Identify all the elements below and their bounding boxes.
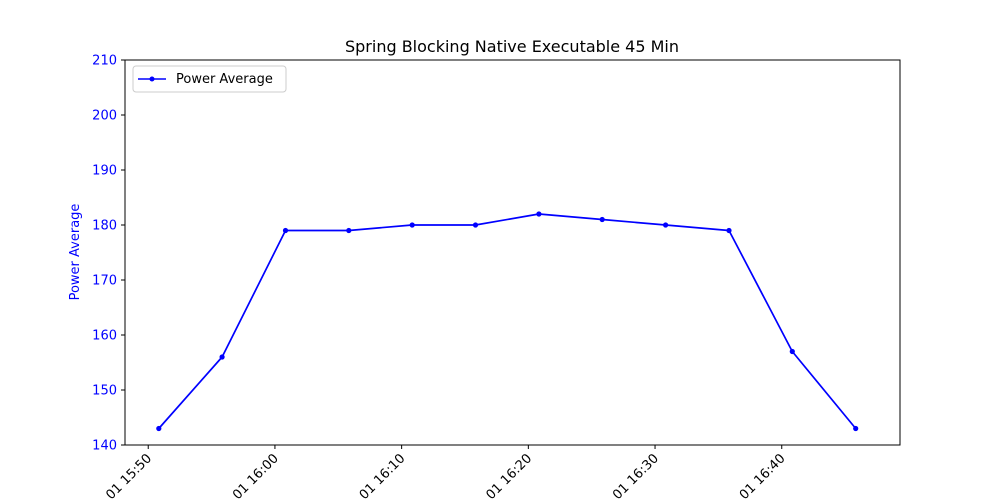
data-point [599,216,605,223]
y-tick-label: 160 [92,329,117,344]
data-point [472,222,479,228]
y-axis: 140 150 160 170 180 190 200 210 [92,54,125,454]
series-line [158,213,857,430]
data-point [726,227,732,234]
x-tick-label: 01 16:00 [230,451,282,500]
x-axis: 01 15:50 01 16:00 01 16:10 01 16:20 01 16:30… [103,445,789,503]
x-tick-label: 01 16:20 [483,451,535,500]
y-tick-label: 140 [92,439,117,454]
data-point [536,211,542,217]
chart-title: Spring Blocking Native Executable 45 Min [345,37,679,56]
plot-frame [124,59,901,446]
y-tick-label: 190 [92,164,117,179]
y-axis-label: Power Average [68,204,83,301]
x-tick-label: 01 15:50 [103,451,155,500]
y-tick-label: 170 [92,274,117,289]
legend-box [132,65,287,93]
y-tick-label: 200 [92,109,117,124]
data-point [282,227,289,234]
data-point [409,222,415,228]
legend-marker-swatch [149,76,155,82]
y-tick-label: 180 [92,219,117,234]
data-point [156,425,162,432]
data-point [346,227,352,234]
data-point [853,425,859,432]
legend: Power Average [132,65,287,93]
data-point [219,354,225,360]
y-tick-label: 210 [92,54,117,69]
data-point [789,348,795,355]
legend-label: Power Average [176,72,273,87]
x-tick-label: 01 16:10 [357,451,409,500]
x-tick-label: 01 16:40 [737,451,789,500]
y-tick-label: 150 [92,384,117,399]
series-layer [156,211,859,432]
x-tick-label: 01 16:30 [610,451,662,500]
plot-area [125,60,900,445]
data-point [663,222,669,228]
